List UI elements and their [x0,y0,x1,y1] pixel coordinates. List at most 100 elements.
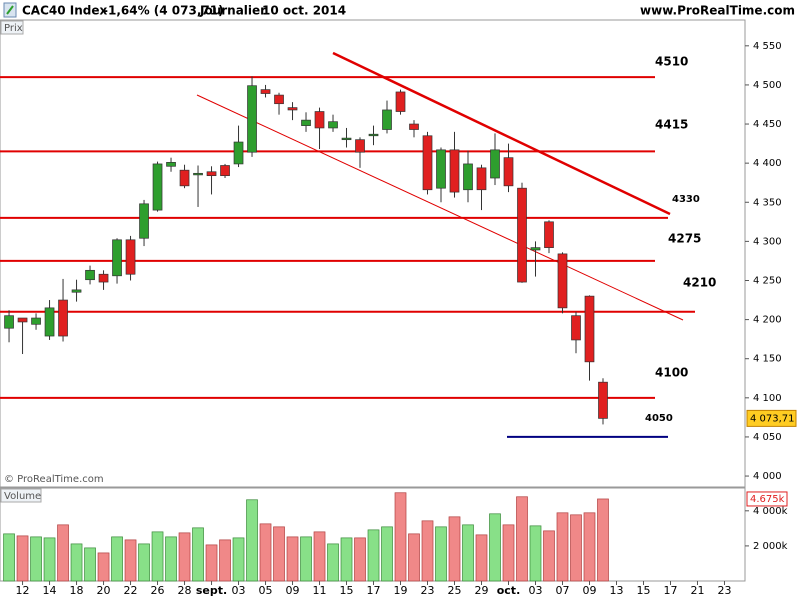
candle-body [152,163,163,211]
candle-body [557,253,568,309]
y-tick-label: 4 050 [753,432,782,443]
panel-title: Volume [4,491,41,502]
x-tick-label: oct. [497,584,521,597]
x-tick-label: sept. [196,584,227,597]
volume-bar [340,537,353,582]
y-tick-label: 4 500 [753,80,782,91]
candle-body [395,91,406,112]
y-tick-label: 4 100 [753,393,782,404]
candle-body [409,123,419,130]
y-tick-label: 4 300 [753,236,782,247]
candle-body [71,289,82,293]
x-tick-label: 23 [717,584,731,597]
x-tick-label: 03 [528,584,542,597]
volume-bar [394,492,407,582]
x-tick-label: 18 [70,584,84,597]
volume-bar [327,543,339,582]
candle-body [328,121,338,129]
x-tick-label: 09 [582,584,596,597]
candle-body [4,315,14,329]
last-price-label: 4 073,71 [750,413,795,424]
volume-bar [502,524,515,582]
candle-body [530,247,541,251]
volume-bar [516,496,528,582]
volume-bar [421,520,434,582]
symbol-icon-mark [6,5,14,15]
volume-bar [286,536,299,582]
y-tick-label: 4 400 [753,158,782,169]
volume-bar [84,547,96,582]
volume-bar [462,524,474,582]
site: www.ProRealTime.com [640,4,795,18]
x-tick-label: 09 [286,584,300,597]
candle-body [125,239,136,275]
candle-body [220,165,230,177]
candle-body [301,119,311,126]
x-tick-label: 13 [609,584,623,597]
candle-body [112,239,122,277]
x-tick-label: 19 [394,584,408,597]
candle-body [314,111,325,129]
period: Journalier [199,4,266,18]
candle-body [139,203,149,239]
x-tick-label: 12 [16,584,30,597]
y-tick-label: 4 350 [753,197,782,208]
volume-bar [435,526,447,582]
candle-body [17,317,28,323]
candle-body [44,307,55,337]
x-tick-label: 17 [367,584,381,597]
level-label: 4050 [645,413,673,424]
volume-bar [205,544,218,582]
volume-bar [529,525,542,582]
volume-bar [138,543,150,582]
volume-bar [367,529,380,582]
volume-bar [381,526,393,582]
x-tick-label: 15 [636,584,650,597]
candle-body [98,273,109,283]
volume-bar [543,530,555,582]
volume-bar [43,537,56,582]
volume-bar [597,498,609,582]
trend-line [332,51,671,216]
volume-bar [570,514,582,582]
level-label: 4415 [655,118,688,132]
last-price-tag [746,409,797,427]
volume-bar [192,527,204,582]
watermark: © ProRealTime.com [4,474,104,485]
volume-bar [124,539,137,582]
candle-body [341,137,352,141]
volume-bar [30,536,42,582]
candle-body [193,172,203,176]
volume-bar [259,523,272,582]
level-label: 4510 [655,55,688,69]
y-tick-label: 4 450 [753,119,782,130]
candle-body [476,167,487,191]
x-tick-label: 03 [232,584,246,597]
volume-bar [273,526,285,582]
volume-bar [16,535,29,582]
x-tick-label: 23 [421,584,435,597]
volume-bar [151,531,164,582]
panel-tag [0,488,42,503]
candle-body [179,169,190,187]
candle-body [233,141,244,165]
candle-body [58,299,68,337]
candle-body [544,221,554,248]
price-panel [0,19,746,488]
trend-line [196,94,684,321]
volume-bar [300,536,312,582]
candle-body [598,381,608,419]
volume-bar [97,552,110,582]
level-label: 4100 [655,366,688,380]
x-tick-label: 20 [97,584,111,597]
candle-body [463,163,473,191]
x-tick-label: 28 [178,584,192,597]
candle-body [247,85,257,153]
volume-bar [178,532,191,582]
volume-bar [57,524,69,582]
candle-body [206,171,217,177]
volume-bar [232,537,245,582]
x-tick-label: 17 [663,584,677,597]
volume-bar [313,531,326,582]
